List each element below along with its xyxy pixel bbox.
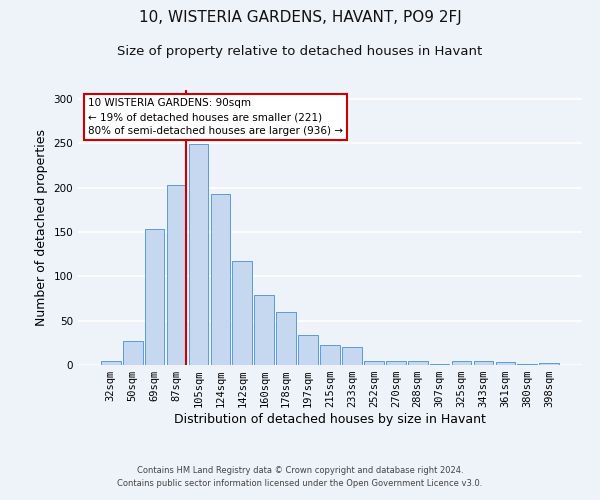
Bar [276,312,296,365]
Bar [430,364,449,365]
Bar [386,360,406,365]
Bar [408,362,428,365]
Text: Contains HM Land Registry data © Crown copyright and database right 2024.
Contai: Contains HM Land Registry data © Crown c… [118,466,482,487]
Text: Size of property relative to detached houses in Havant: Size of property relative to detached ho… [118,45,482,58]
Bar [167,185,187,365]
Text: 10, WISTERIA GARDENS, HAVANT, PO9 2FJ: 10, WISTERIA GARDENS, HAVANT, PO9 2FJ [139,10,461,25]
Bar [145,230,164,365]
X-axis label: Distribution of detached houses by size in Havant: Distribution of detached houses by size … [174,413,486,426]
Bar [232,261,252,365]
Bar [123,341,143,365]
Bar [364,362,384,365]
Y-axis label: Number of detached properties: Number of detached properties [35,129,48,326]
Bar [320,344,340,365]
Bar [342,348,362,365]
Bar [473,362,493,365]
Text: 10 WISTERIA GARDENS: 90sqm
← 19% of detached houses are smaller (221)
80% of sem: 10 WISTERIA GARDENS: 90sqm ← 19% of deta… [88,98,343,136]
Bar [517,364,537,365]
Bar [298,335,318,365]
Bar [188,144,208,365]
Bar [452,362,472,365]
Bar [254,295,274,365]
Bar [539,363,559,365]
Bar [101,360,121,365]
Bar [211,194,230,365]
Bar [496,362,515,365]
